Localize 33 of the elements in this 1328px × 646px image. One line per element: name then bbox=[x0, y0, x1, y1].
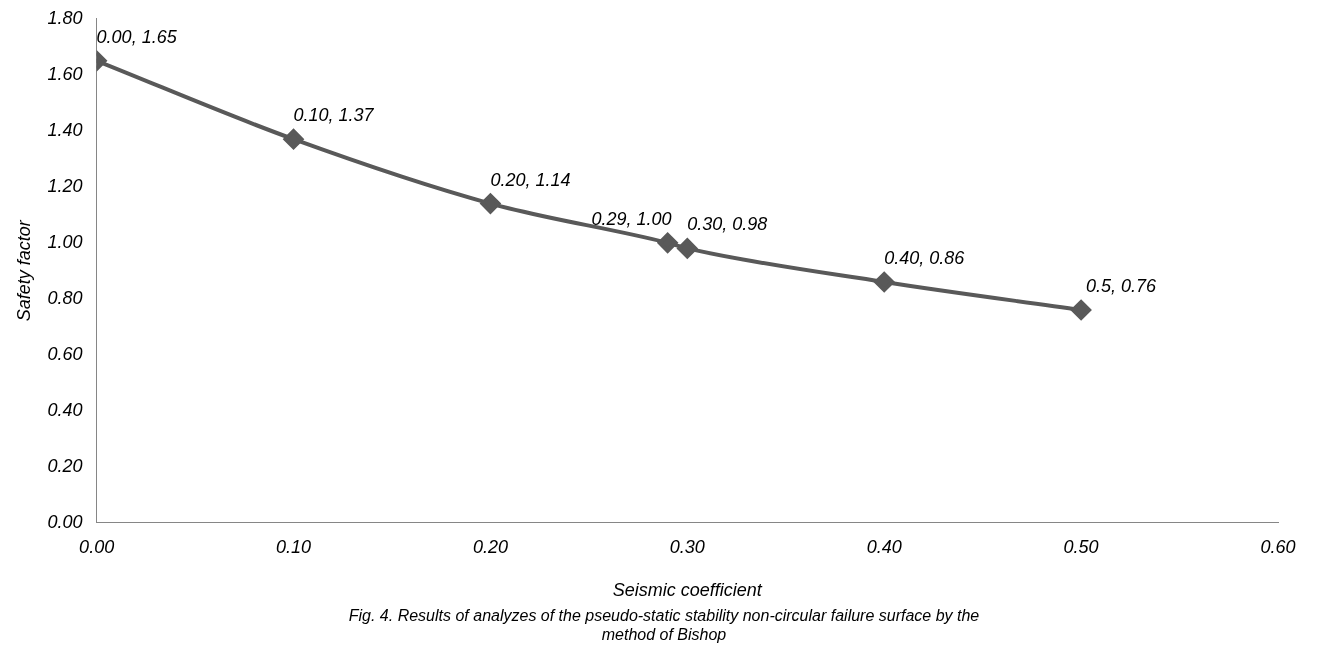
data-label: 0.30, 0.98 bbox=[687, 214, 768, 235]
y-tick-label: 0.00 bbox=[47, 511, 83, 532]
y-tick-label: 0.40 bbox=[47, 399, 83, 420]
x-tick-label: 0.60 bbox=[1260, 536, 1296, 557]
y-tick-label: 0.80 bbox=[47, 287, 83, 308]
data-label: 0.10, 1.37 bbox=[293, 105, 375, 126]
x-tick-label: 0.00 bbox=[79, 536, 115, 557]
y-axis-title: Safety factor bbox=[13, 219, 34, 322]
y-tick-label: 1.20 bbox=[47, 175, 83, 196]
y-tick-label: 0.60 bbox=[47, 343, 83, 364]
x-tick-label: 0.50 bbox=[1063, 536, 1099, 557]
data-label: 0.29, 1.00 bbox=[591, 208, 672, 229]
y-tick-label: 1.60 bbox=[47, 63, 83, 84]
y-tick-label: 0.20 bbox=[47, 455, 83, 476]
y-tick-label: 1.40 bbox=[47, 119, 83, 140]
data-label: 0.5, 0.76 bbox=[1086, 276, 1158, 296]
x-tick-label: 0.20 bbox=[472, 536, 508, 557]
x-axis-title: Seismic coefficient bbox=[612, 580, 763, 601]
data-label: 0.00, 1.65 bbox=[96, 26, 178, 47]
point bbox=[480, 193, 501, 214]
data-label: 0.40, 0.86 bbox=[884, 248, 966, 268]
y-tick-label: 1.00 bbox=[47, 231, 83, 252]
point bbox=[283, 129, 304, 150]
caption: Fig. 4. Results of analyzes of the pseudo-static stability non-circular failure surface by the method of Bishop bbox=[347, 606, 981, 644]
point bbox=[1071, 300, 1092, 320]
y-tick-label: 1.80 bbox=[47, 7, 83, 28]
x-tick-label: 0.40 bbox=[866, 536, 902, 557]
point bbox=[874, 272, 895, 292]
point bbox=[677, 238, 698, 259]
point bbox=[657, 232, 678, 253]
data-label: 0.20, 1.14 bbox=[490, 169, 571, 190]
x-tick-label: 0.30 bbox=[669, 536, 705, 557]
x-tick-label: 0.10 bbox=[276, 536, 312, 557]
